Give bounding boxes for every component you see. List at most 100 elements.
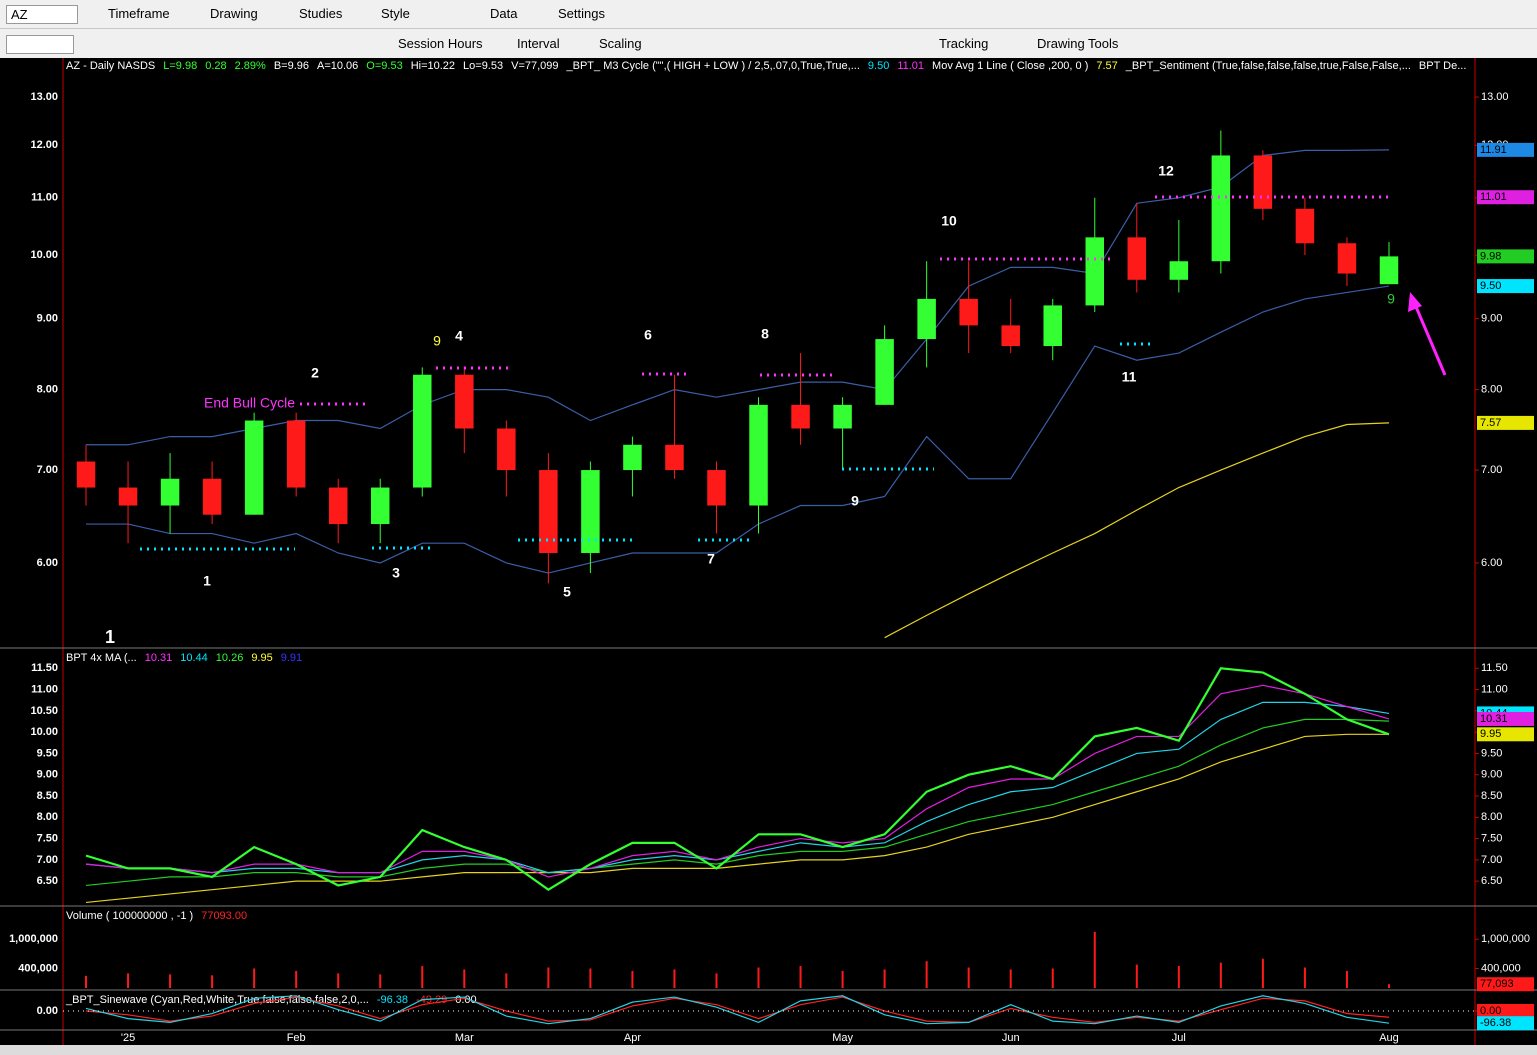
candle-body <box>1169 261 1189 280</box>
y-tick-label: 12.00 <box>30 139 58 151</box>
legend-text: -96.38 <box>377 994 408 1006</box>
toolbar-second: Session Hours Interval Scaling Tracking … <box>0 30 1537 59</box>
price-marker-label: -96.38 <box>1480 1017 1511 1029</box>
price-marker <box>1477 1016 1534 1031</box>
scrollbar <box>0 1045 1537 1055</box>
legend-text: 10.44 <box>180 652 208 664</box>
y-tick-label: 11.00 <box>31 192 58 204</box>
legend-text: V=77,099 <box>511 60 558 72</box>
line-series <box>85 684 1390 878</box>
menu[interactable]: Drawing Tools <box>1037 36 1119 51</box>
price-marker-label: 11.01 <box>1480 191 1507 203</box>
annotation: 4 <box>455 328 463 344</box>
price-marker-label: 10.31 <box>1480 713 1508 725</box>
menu[interactable]: Session Hours <box>398 36 483 51</box>
y-tick-label: 8.00 <box>37 384 58 396</box>
price-marker <box>1477 279 1534 294</box>
y-tick-label: 11.50 <box>1481 662 1508 674</box>
y-tick-label: 7.00 <box>37 464 58 476</box>
price-marker <box>1477 190 1534 205</box>
y-tick-label: 8.00 <box>1481 384 1502 396</box>
price-marker-label: 11.91 <box>1480 144 1507 156</box>
symbol-box[interactable]: AZ <box>6 5 78 24</box>
candle-body <box>623 444 642 471</box>
legend-text: Hi=10.22 <box>411 60 455 72</box>
line-series <box>85 667 1390 891</box>
legend-text: 9.91 <box>281 652 302 664</box>
annotation: 6 <box>644 327 652 343</box>
legend-text: 9.50 <box>868 60 889 72</box>
x-tick-label: Mar <box>455 1032 474 1044</box>
legend-text: 10.26 <box>216 652 244 664</box>
price-marker <box>1477 415 1534 430</box>
menu[interactable]: Style <box>381 6 410 21</box>
annotation: 8 <box>761 326 769 342</box>
y-tick-label: 8.00 <box>1481 811 1502 823</box>
price-marker-label: 0.00 <box>1480 1005 1501 1017</box>
legend-text: 0.28 <box>205 60 226 72</box>
annotation: 1 <box>105 627 115 647</box>
y-tick-label: 10.00 <box>30 249 58 261</box>
x-tick-label: Jun <box>1002 1032 1020 1044</box>
legend-text: AZ - Daily NASDS <box>66 60 155 72</box>
chart-bg <box>0 58 1537 1045</box>
x-tick-label: Feb <box>287 1032 306 1044</box>
menu[interactable]: Interval <box>517 36 560 51</box>
y-tick-label: 7.00 <box>1481 464 1502 476</box>
x-tick-label: '25 <box>121 1032 135 1044</box>
y-tick-label: 13.00 <box>30 91 58 103</box>
candle-body <box>1085 237 1105 306</box>
menu[interactable]: Data <box>490 6 518 21</box>
chart: AZ - Daily NASDS L=9.98 0.28 2.89% B=9.96 A=1… <box>0 58 1537 1055</box>
y-tick-label: 10.00 <box>30 726 58 738</box>
y-tick-label: 1,000,000 <box>9 933 58 945</box>
annotation: 9 <box>1387 291 1395 307</box>
annotation: 3 <box>392 565 400 581</box>
y-tick-label: 11.50 <box>31 662 58 674</box>
legend-text: O=9.53 <box>366 60 402 72</box>
annotation: End Bull Cycle <box>204 395 295 411</box>
menu[interactable]: Settings <box>558 6 605 21</box>
annotation: 9 <box>433 333 441 349</box>
menu[interactable]: Scaling <box>599 36 642 51</box>
candle-body <box>1001 325 1020 347</box>
legend-text: Volume ( 100000000 , -1 ) <box>66 910 193 922</box>
legend-text: _BPT_ M3 Cycle ("",( HIGH + LOW ) / 2,5,… <box>566 60 860 72</box>
annotation: 9 <box>851 493 859 509</box>
legend-text: _BPT_Sinewave (Cyan,Red,White,True,false… <box>65 994 369 1006</box>
line-series <box>86 285 1390 574</box>
price-marker <box>1477 977 1534 992</box>
candle-body <box>286 420 306 488</box>
y-tick-label: 9.50 <box>1481 747 1502 759</box>
arrow <box>1412 301 1447 376</box>
menu[interactable]: Studies <box>299 6 343 21</box>
annotation: 7 <box>707 551 715 567</box>
y-tick-label: 6.50 <box>37 875 58 887</box>
interval-box[interactable] <box>6 35 74 54</box>
legend-text: BPT De... <box>1419 60 1466 72</box>
x-tick-label: Jul <box>1172 1032 1186 1044</box>
menu[interactable]: Tracking <box>939 36 989 51</box>
legend-text: BPT 4x MA (... <box>66 652 137 664</box>
legend-text: -49.29 <box>416 994 447 1006</box>
menu[interactable]: Timeframe <box>108 6 170 21</box>
legend-text: 10.31 <box>145 652 173 664</box>
y-tick-label: 8.00 <box>37 811 58 823</box>
candle-body <box>413 374 432 488</box>
candle-body <box>917 298 936 340</box>
candle-body <box>833 404 852 429</box>
line-series <box>85 995 1390 1025</box>
y-tick-label: 6.00 <box>1481 557 1502 569</box>
y-tick-label: 9.00 <box>37 769 58 781</box>
candle-body <box>1253 155 1273 209</box>
legend-text: Lo=9.53 <box>463 60 503 72</box>
y-tick-label: 9.00 <box>1481 769 1502 781</box>
candle-body <box>244 420 264 515</box>
y-tick-label: 400,000 <box>18 962 58 974</box>
candle-body <box>581 470 600 553</box>
annotation: 10 <box>941 213 957 229</box>
menu[interactable]: Drawing <box>210 6 258 21</box>
y-tick-label: 13.00 <box>1481 91 1509 103</box>
y-tick-label: 9.50 <box>37 747 58 759</box>
